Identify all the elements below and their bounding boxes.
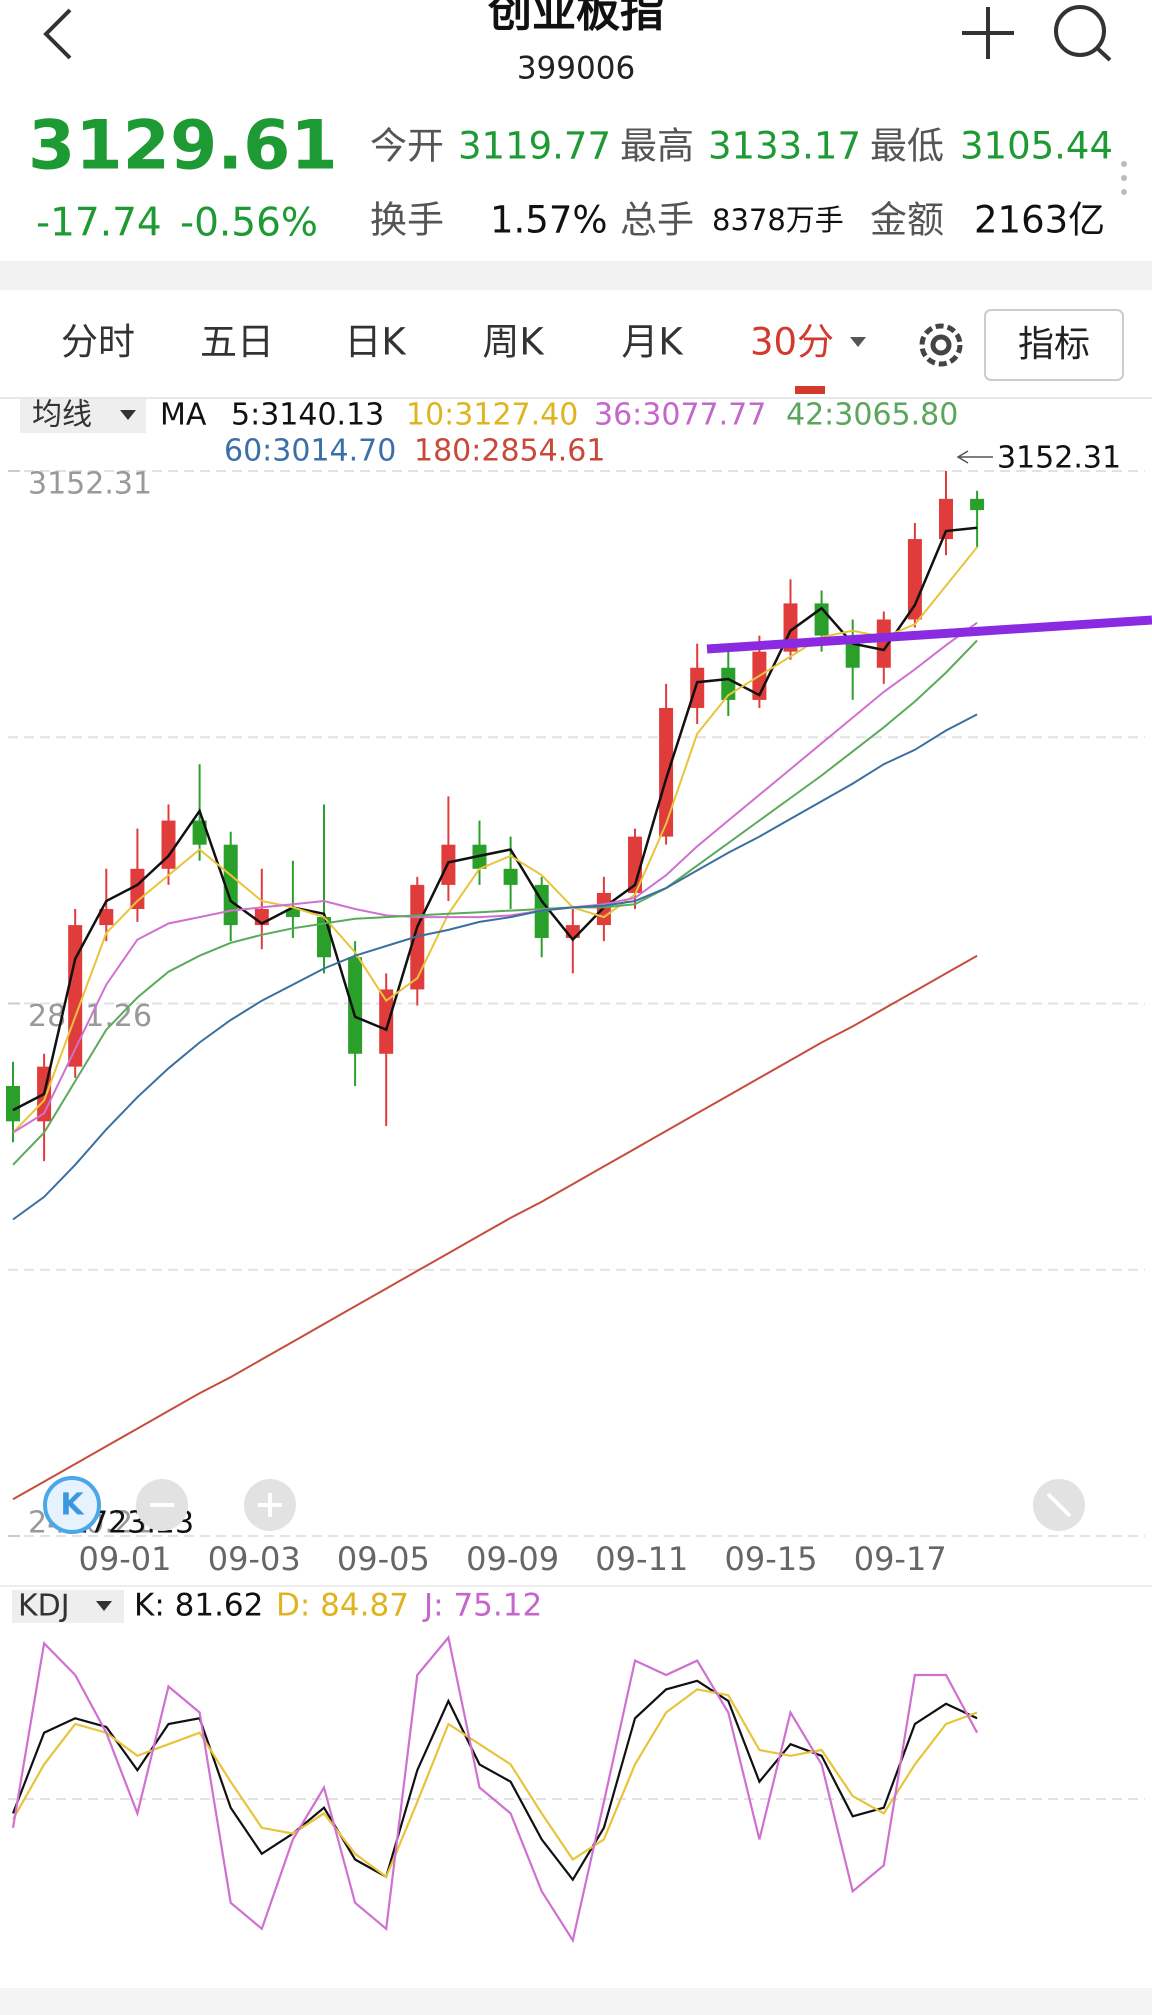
ma-legend-item: 5:3140.13	[231, 398, 384, 433]
stat-label: 今开	[370, 125, 444, 168]
change-pct: -0.56%	[180, 201, 318, 246]
dropdown-arrow	[120, 410, 136, 420]
stat-label: 最低	[870, 125, 944, 168]
stat-value: 3105.44	[960, 125, 1113, 168]
price-chart: 3152.312821.262490.213152.312723.2309-01…	[6, 441, 1145, 1578]
ma-line	[12, 526, 978, 1112]
dropdown-arrow	[96, 1601, 112, 1611]
candle-body	[379, 989, 394, 1054]
stat-label: 金额	[870, 199, 944, 242]
candle-body	[192, 820, 207, 845]
x-tick-label: 09-05	[337, 1540, 430, 1578]
x-tick-label: 09-01	[79, 1540, 172, 1578]
tab[interactable]: 月K	[621, 321, 684, 364]
code: 399006	[517, 51, 635, 87]
stat-value: 2163亿	[974, 199, 1105, 242]
stat-label: 总手	[620, 199, 694, 242]
ma-label: MA	[160, 398, 207, 433]
stat-value: 1.57%	[490, 199, 608, 242]
back-button[interactable]	[43, 8, 72, 60]
zoom-in[interactable]	[244, 1479, 296, 1531]
indicator-button[interactable]	[984, 309, 1124, 381]
candle-body	[939, 498, 953, 540]
candle-body	[970, 498, 985, 511]
kdj-chart: K: 81.62 D: 84.87 J: 75.12	[0, 1585, 1152, 1944]
tab[interactable]: 日K	[344, 321, 407, 364]
ma-line	[12, 546, 978, 1134]
candle-body	[907, 539, 922, 620]
candle-body	[876, 619, 891, 668]
separator	[0, 261, 1152, 290]
candle-body	[161, 820, 176, 869]
candle-body	[6, 1085, 20, 1122]
kdj-line	[11, 1679, 978, 1882]
zoom-out[interactable]	[136, 1479, 188, 1531]
tab-indicator	[795, 386, 825, 394]
search-button[interactable]	[1054, 5, 1112, 62]
kdj-selector-label: KDJ	[18, 1589, 70, 1624]
change: -17.74	[36, 201, 162, 246]
footer-bar	[0, 1988, 1152, 2015]
ma-legend-item: 36:3077.77	[594, 398, 766, 433]
tab[interactable]: 周K	[482, 321, 545, 364]
trend-line-annotation	[706, 615, 1152, 654]
candle-body	[628, 836, 642, 893]
ma-legend-item: 10:3127.40	[406, 398, 578, 433]
x-tick-label: 09-15	[725, 1540, 818, 1578]
candle-body	[130, 868, 145, 910]
candle-body	[503, 868, 518, 885]
tab[interactable]: 五日	[200, 321, 274, 364]
x-tick-label: 09-11	[595, 1540, 688, 1578]
ma-selector-label: 均线	[32, 398, 92, 433]
x-tick-label: 09-17	[854, 1540, 947, 1578]
k-logo[interactable]: K	[43, 1476, 101, 1534]
candle-body	[659, 707, 674, 837]
kdj-line	[11, 1635, 979, 1944]
max-marker-label: 3152.31	[997, 441, 1121, 476]
ma-line	[12, 954, 978, 1501]
tab[interactable]: 30分	[750, 321, 834, 364]
candle-body	[99, 909, 114, 926]
indicator-button-label: 指标	[1018, 324, 1090, 365]
candle-body	[68, 925, 83, 1067]
stat-label: 最高	[620, 125, 694, 168]
x-tick-label: 09-03	[208, 1540, 301, 1578]
candle-body	[285, 909, 300, 918]
ma-legend-item: 180:2854.61	[414, 434, 605, 469]
ma-line	[12, 621, 978, 1134]
dropdown-arrow[interactable]	[850, 337, 866, 347]
kdj-legend-item: D: 84.87	[276, 1588, 409, 1624]
kdj-legend-item: J: 75.12	[422, 1588, 542, 1624]
ma-legend-item: 60:3014.70	[224, 434, 396, 469]
stat-value: 8378万手	[712, 203, 844, 237]
stat-label: 换手	[370, 199, 444, 242]
fullscreen[interactable]	[1033, 1479, 1085, 1531]
tab-bar: 分时 五日 日K 周K 月K 30分	[61, 321, 834, 364]
ma-line	[12, 639, 978, 1166]
ma-legend-item: 42:3065.80	[786, 398, 958, 433]
candle-body	[690, 667, 705, 708]
stat-value: 3119.77	[458, 125, 611, 168]
kdj-legend-item: K: 81.62	[134, 1588, 263, 1624]
settings-button[interactable]	[919, 323, 963, 367]
x-tick-label: 09-09	[466, 1540, 559, 1578]
svg-text:K: K	[60, 1488, 85, 1523]
stat-value: 3133.17	[708, 125, 861, 168]
tab[interactable]: 分时	[61, 321, 135, 364]
ma-line	[12, 713, 978, 1221]
price: 3129.61	[28, 107, 338, 186]
y-tick-label: 3152.31	[28, 467, 152, 502]
title: 创业板指	[488, 0, 664, 37]
candle-body	[348, 957, 363, 1054]
kdj-line	[12, 1688, 978, 1879]
more-dots[interactable]	[1121, 161, 1127, 195]
add-button[interactable]	[962, 7, 1014, 59]
max-marker-arrow	[956, 450, 969, 464]
